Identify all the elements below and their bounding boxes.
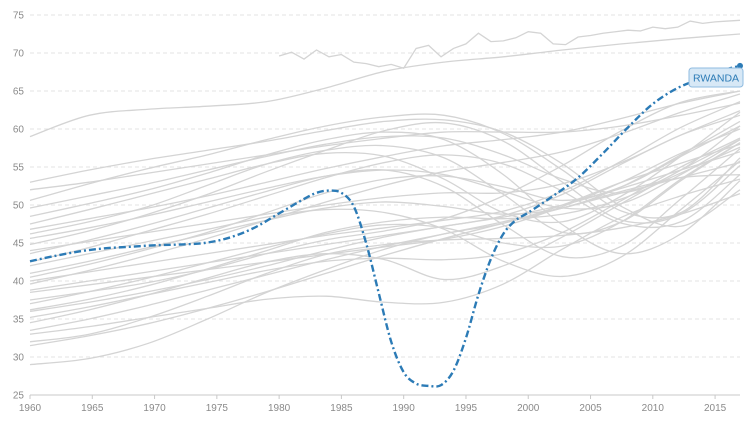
background-series-line — [29, 90, 741, 301]
background-series-line — [29, 125, 741, 209]
background-series-line — [29, 142, 741, 305]
x-tick-label: 2010 — [642, 403, 665, 414]
highlighted-series[interactable] — [29, 62, 743, 388]
background-series-line — [29, 113, 741, 219]
background-series-line — [29, 118, 741, 228]
x-tick-label: 2005 — [579, 403, 602, 414]
x-tick-label: 1990 — [393, 403, 416, 414]
y-tick-label: 60 — [13, 125, 25, 136]
y-tick-label: 55 — [13, 163, 25, 174]
y-axis-tick-labels: 25 30 35 40 45 50 55 60 65 70 75 — [13, 11, 25, 402]
y-tick-label: 75 — [13, 11, 25, 22]
y-tick-label: 35 — [13, 315, 25, 326]
background-series-line — [29, 148, 741, 259]
background-series-line — [29, 151, 741, 313]
background-series-line — [29, 178, 741, 335]
background-series-line — [29, 173, 741, 347]
background-series-line — [29, 33, 741, 138]
background-series-line — [29, 154, 741, 263]
x-axis-tick-labels: 1960 1965 1970 1975 1980 1985 1990 1995 2000 2005… — [19, 394, 740, 414]
background-series-line — [29, 131, 741, 255]
series-tag-label: RWANDA — [693, 73, 739, 85]
y-tick-label: 30 — [13, 353, 25, 364]
x-tick-label: 1965 — [81, 403, 104, 414]
y-tick-label: 40 — [13, 277, 25, 288]
background-series-line — [29, 102, 741, 191]
highlighted-series-line[interactable] — [29, 64, 741, 388]
y-tick-label: 70 — [13, 49, 25, 60]
background-series-line — [29, 128, 741, 294]
background-series-line — [29, 111, 741, 225]
background-series-line — [29, 160, 741, 278]
x-tick-label: 1995 — [455, 403, 478, 414]
background-series-line — [29, 90, 741, 230]
background-series-line — [29, 137, 741, 319]
y-tick-label: 45 — [13, 239, 25, 250]
grid-lines — [30, 14, 740, 396]
x-tick-label: 1975 — [206, 403, 229, 414]
background-series-line-upper — [278, 19, 741, 69]
background-series-line — [29, 121, 741, 246]
series-tag: RWANDA — [688, 67, 744, 88]
background-series-line — [29, 139, 741, 240]
x-tick-label: 1970 — [143, 403, 166, 414]
highlighted-series-endpoint — [737, 62, 743, 69]
x-tick-label: 1960 — [19, 403, 42, 414]
y-tick-label: 65 — [13, 87, 25, 98]
x-tick-label: 1980 — [268, 403, 291, 414]
background-series-line — [29, 114, 741, 291]
x-tick-label: 2000 — [517, 403, 540, 414]
background-series-line — [29, 110, 741, 252]
background-series-line — [29, 120, 741, 275]
series-tag-box — [688, 67, 744, 88]
y-tick-label: 25 — [13, 391, 25, 402]
y-tick-label: 50 — [13, 201, 25, 212]
x-tick-label: 2015 — [704, 403, 727, 414]
x-tick-label: 1985 — [330, 403, 353, 414]
background-series-lines — [29, 19, 741, 366]
background-series-line — [29, 101, 741, 282]
